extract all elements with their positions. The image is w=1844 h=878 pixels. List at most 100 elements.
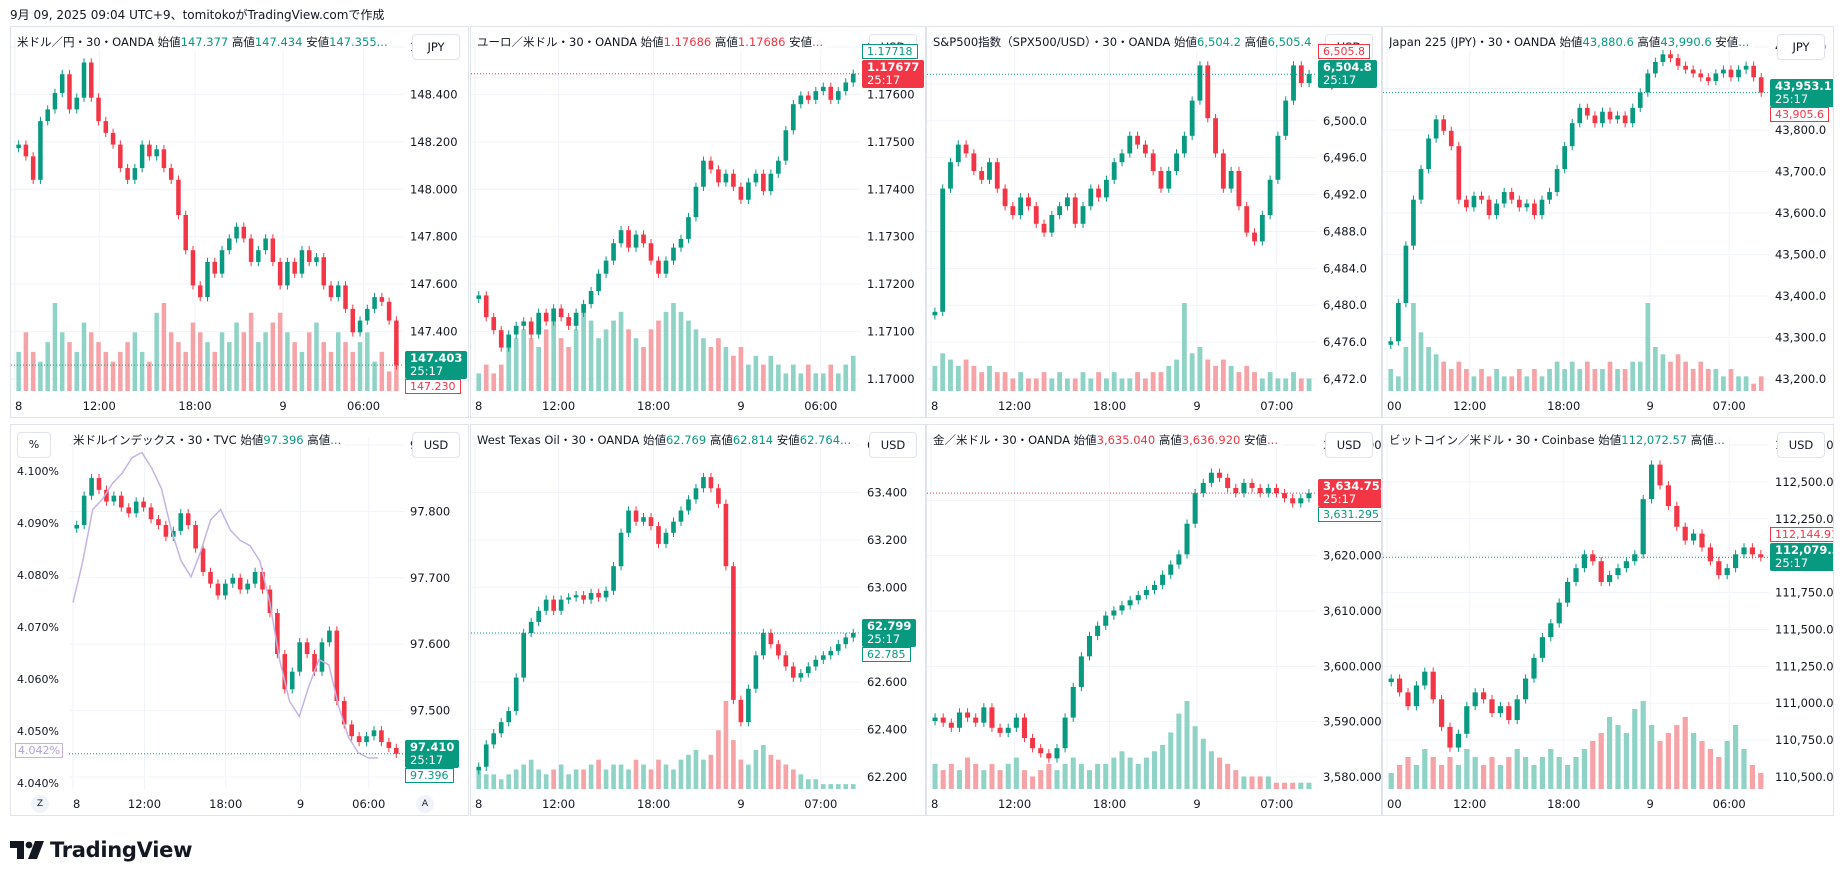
candle-body: [52, 92, 58, 110]
candle-body: [336, 285, 341, 298]
volume-bar: [1166, 365, 1172, 391]
volume-bar: [248, 312, 254, 391]
candle-body: [1184, 523, 1190, 555]
candle-body: [761, 173, 766, 192]
chart-legend: ユーロ／米ドル・30・OANDA 始値1.17686 高値1.17686 安値.…: [477, 34, 828, 50]
chart-canvas[interactable]: 3,640.0003,630.0003,620.0003,610.0003,60…: [927, 425, 1382, 816]
candle-body: [1306, 493, 1312, 499]
candle-body: [1728, 69, 1734, 78]
chart-panel[interactable]: 3,640.0003,630.0003,620.0003,610.0003,60…: [926, 424, 1382, 816]
candle-body: [1298, 65, 1304, 83]
candle-body: [1054, 748, 1060, 759]
y-tick-label: 110,750.00: [1775, 733, 1834, 747]
volume-bar: [1181, 303, 1187, 391]
chart-canvas[interactable]: 97.90097.80097.70097.60097.50097.400812:…: [11, 425, 469, 816]
x-tick-label: 18:00: [637, 797, 670, 811]
candle-body: [365, 308, 370, 321]
chart-canvas[interactable]: 112,750.00112,500.00112,250.00112,000.00…: [1383, 425, 1834, 816]
candle-body: [1252, 232, 1257, 242]
candle-body: [1577, 107, 1583, 124]
volume-bar: [1653, 347, 1658, 391]
candle-body: [205, 261, 210, 298]
x-tick-label: 18:00: [1093, 797, 1126, 811]
candle-body: [738, 186, 744, 200]
chart-canvas[interactable]: 6,508.06,504.06,500.06,496.06,492.06,488…: [927, 27, 1382, 418]
x-tick-label: 8: [931, 797, 938, 811]
candle-body: [1176, 554, 1182, 565]
chart-panel[interactable]: 112,750.00112,500.00112,250.00112,000.00…: [1382, 424, 1834, 816]
candle-body: [723, 503, 729, 567]
volume-bar: [1562, 369, 1568, 391]
chart-canvas[interactable]: 44,000.043,900.043,800.043,700.043,600.0…: [1383, 27, 1834, 418]
candle-body: [197, 285, 203, 298]
candle-body: [1220, 153, 1226, 189]
chart-panel[interactable]: 44,000.043,900.043,800.043,700.043,600.0…: [1382, 26, 1834, 418]
candle-body: [1632, 554, 1638, 562]
chart-canvas[interactable]: 1.177001.176001.175001.174001.173001.172…: [471, 27, 926, 418]
candle-body: [1675, 58, 1681, 66]
candle-body: [626, 230, 631, 248]
volume-bar: [365, 332, 370, 391]
candle-body: [1471, 195, 1477, 208]
candle-body: [154, 149, 159, 157]
bar-countdown: 25:17: [867, 72, 901, 87]
candle-body: [1160, 574, 1166, 585]
volume-bar: [1143, 757, 1149, 789]
candle-body: [611, 566, 616, 591]
z-scale-button[interactable]: Z: [31, 795, 49, 813]
volume-bar: [45, 342, 50, 391]
currency-button[interactable]: USD: [1777, 432, 1825, 458]
candle-body: [573, 595, 579, 598]
chart-panel[interactable]: 63.60063.40063.20063.00062.80062.60062.4…: [470, 424, 926, 816]
candle-body: [738, 699, 744, 723]
volume-bar: [723, 347, 729, 391]
currency-button[interactable]: USD: [412, 432, 460, 458]
volume-bar: [190, 322, 196, 391]
low-label: 安値: [1715, 35, 1739, 49]
volume-bar: [1758, 773, 1764, 789]
volume-bar: [386, 371, 392, 391]
chart-panel[interactable]: 1.177001.176001.175001.174001.173001.172…: [470, 26, 926, 418]
y-tick-label: 97.700: [410, 571, 450, 585]
candle-body: [1456, 146, 1462, 200]
low-value: ...: [812, 35, 824, 49]
candle-body: [386, 301, 392, 321]
volume-bar: [1096, 372, 1102, 391]
x-tick-label: 12:00: [998, 399, 1031, 413]
volume-bar: [483, 364, 489, 391]
currency-button[interactable]: USD: [1325, 432, 1373, 458]
candle-body: [1013, 717, 1019, 728]
candle-body: [125, 168, 130, 180]
secondary-price-tag: 43,905.6: [1770, 106, 1829, 122]
volume-bar: [1046, 763, 1052, 789]
currency-button[interactable]: JPY: [1777, 34, 1825, 60]
tradingview-logo[interactable]: TradingView: [10, 838, 192, 862]
currency-button[interactable]: JPY: [412, 34, 460, 60]
symbol-title: 金／米ドル・30・OANDA: [933, 433, 1070, 447]
candle-body: [364, 736, 369, 743]
percent-scale-button[interactable]: %: [17, 432, 51, 458]
candle-body: [955, 144, 961, 163]
x-tick-label: 9: [297, 797, 304, 811]
bar-countdown: 25:17: [1775, 91, 1809, 106]
volume-bar: [1524, 376, 1530, 391]
chart-canvas[interactable]: 148.600148.400148.200148.000147.800147.6…: [11, 27, 469, 418]
y-tick-label: 111,500.00: [1775, 622, 1834, 636]
candle-body: [633, 510, 639, 522]
auto-scale-button[interactable]: A: [416, 795, 434, 813]
candle-body: [965, 712, 971, 718]
y-tick-label: 148.200: [410, 135, 458, 149]
currency-button[interactable]: USD: [869, 432, 917, 458]
candle-body: [1395, 303, 1401, 342]
volume-bar: [1208, 751, 1214, 789]
candle-body: [45, 109, 50, 122]
candle-body: [1257, 488, 1263, 494]
candle-body: [1562, 146, 1568, 170]
chart-panel[interactable]: 97.90097.80097.70097.60097.50097.400812:…: [10, 424, 469, 816]
symbol-title: 米ドルインデックス・30・TVC: [73, 433, 237, 447]
volume-bar: [1054, 770, 1060, 789]
chart-panel[interactable]: 148.600148.400148.200148.000147.800147.6…: [10, 26, 469, 418]
volume-bar: [176, 342, 181, 391]
chart-canvas[interactable]: 63.60063.40063.20063.00062.80062.60062.4…: [471, 425, 926, 816]
chart-panel[interactable]: 6,508.06,504.06,500.06,496.06,492.06,488…: [926, 26, 1382, 418]
